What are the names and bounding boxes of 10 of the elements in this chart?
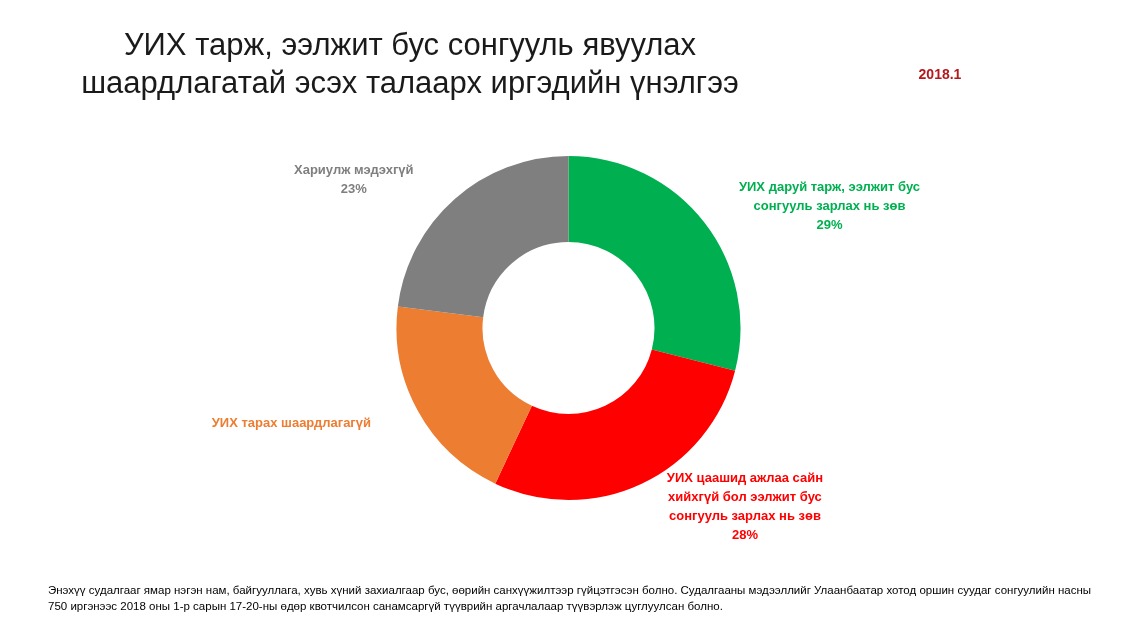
slice-label: УИХ тарах шаардлагагүй	[211, 414, 371, 430]
slice-label: УИХ цаашид ажлаа сайн хийхгүй бол ээлжит бус сонгууль зарлах нь зөв	[666, 470, 824, 524]
chart-subtitle: 2018.1	[917, 66, 963, 82]
slice-label: Хариулж мэдэхгүй	[294, 161, 414, 177]
text: Энэхүү судалгааг ямар нэгэн нам, байгууллага, хувь хүний захиалгаар бус, өөрийн санхүүжилтээр гүйцэтгэсэн болно. Судалгааны мэдээллийг Улаанбаатар хотод оршин суудаг сонгуулийн насны 750 иргэнээс 2018 оны 1-р сарын 17-20-ны өдөр квотчилсон санамсаргүй түүврийн аргачлалаар түүвэрлэж цуглуулсан болно.	[48, 583, 1093, 614]
slice-label: УИХ даруй тарж, ээлжит бус сонгууль зарлах нь зөв	[738, 179, 921, 214]
chart-title: УИХ тарж, ээлжит бус сонгууль явуулах шаардлагатай эсэх талаарх иргэдийн үнэлгээ	[80, 26, 740, 102]
data-label: 29%	[816, 217, 843, 233]
data-label: 23%	[340, 180, 368, 196]
data-label: 28%	[731, 527, 759, 543]
